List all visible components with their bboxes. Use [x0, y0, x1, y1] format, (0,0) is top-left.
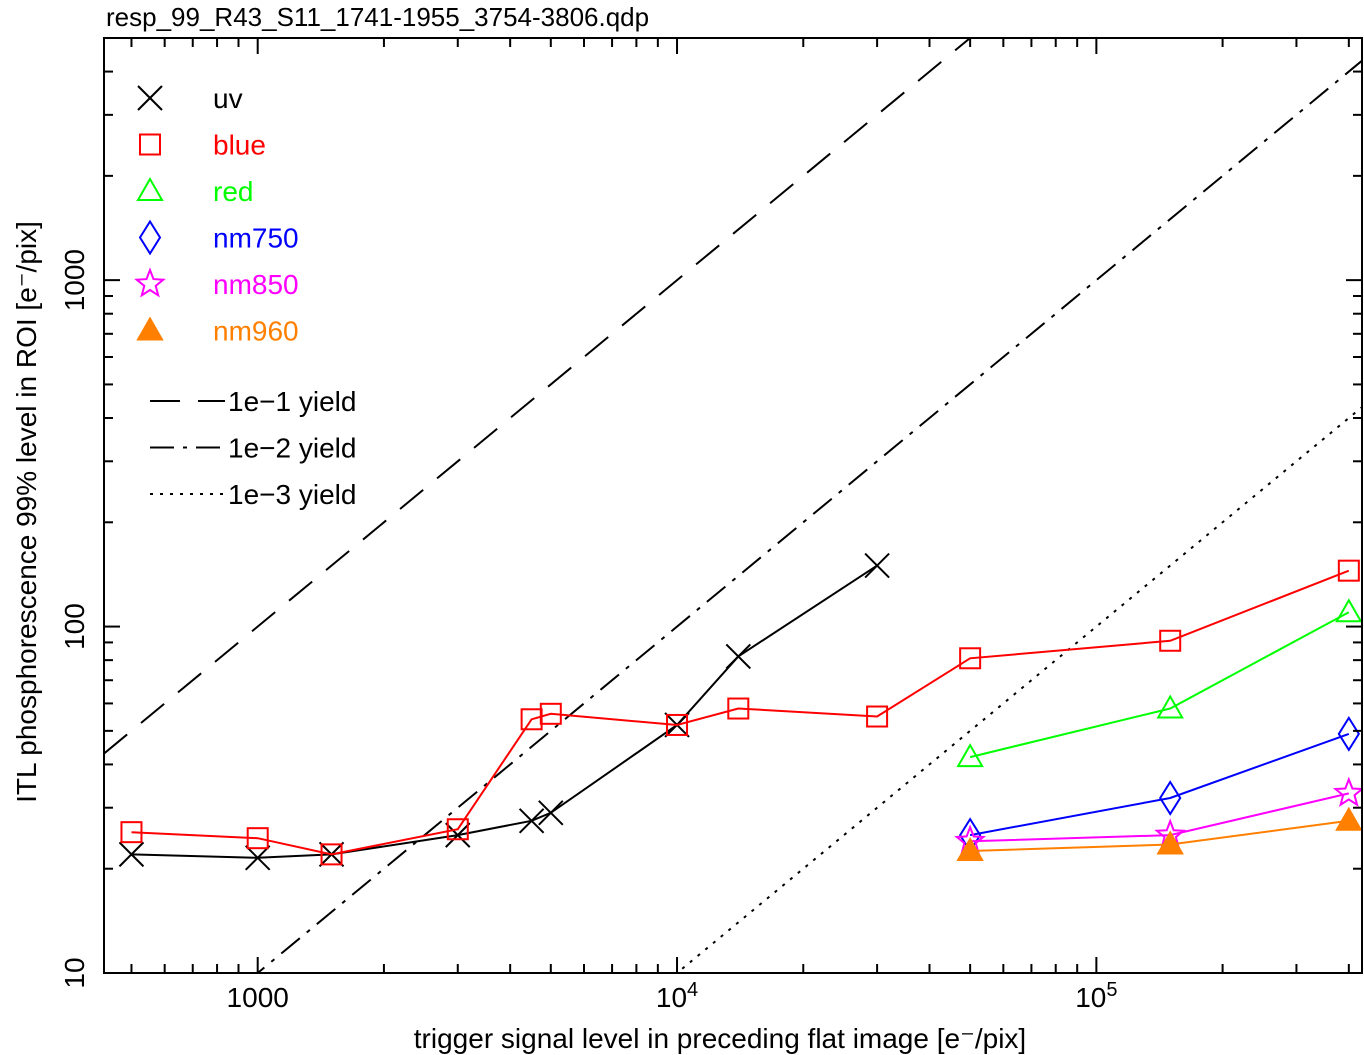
data-point-blue-6 — [539, 702, 562, 725]
plot-frame — [103, 37, 1363, 974]
legend-label-nm750: nm750 — [213, 223, 299, 254]
legend-label-ref-2: 1e−2 yield — [228, 433, 356, 464]
x-tick-label: 104 — [656, 979, 698, 1013]
legend-label-ref-1: 1e−1 yield — [228, 386, 356, 417]
legend-label-nm850: nm850 — [213, 269, 299, 300]
chart-title: resp_99_R43_S11_1741-1955_3754-3806.qdp — [106, 2, 649, 32]
y-axis-label: ITL phosphorescence 99% level in ROI [e⁻… — [11, 221, 42, 803]
series-uv — [118, 552, 890, 871]
data-point-nm750-2 — [1159, 780, 1182, 816]
legend-item-nm960: nm960 — [136, 316, 299, 347]
legend: uv blue red nm750 nm850 nm960 1e−1 yield 1e−2 y… — [134, 83, 356, 510]
series-nm750 — [958, 716, 1361, 854]
data-series — [118, 552, 1362, 871]
series-red — [956, 598, 1362, 768]
data-point-uv-6 — [538, 800, 564, 826]
legend-label-ref-3: 1e−3 yield — [228, 479, 356, 510]
x-tick-label: 1000 — [227, 982, 289, 1013]
series-line-uv — [131, 564, 878, 859]
data-point-blue-8 — [727, 697, 750, 720]
y-tick-label: 100 — [59, 603, 90, 650]
reference-line-2 — [256, 59, 1362, 973]
legend-item-blue: blue — [139, 130, 266, 161]
series-blue — [120, 559, 1360, 866]
data-point-blue-2 — [246, 827, 269, 850]
x-tick-label: 105 — [1075, 979, 1117, 1013]
legend-label-red: red — [213, 176, 253, 207]
y-tick-label: 1000 — [59, 249, 90, 311]
legend-label-nm960: nm960 — [213, 316, 299, 347]
legend-item-red: red — [136, 176, 253, 207]
legend-marker-uv — [137, 85, 163, 111]
data-point-blue-11 — [1159, 629, 1182, 652]
data-point-uv-8 — [725, 643, 752, 670]
data-point-red-2 — [1156, 694, 1184, 719]
data-point-nm850-3 — [1332, 776, 1362, 807]
legend-marker-nm960 — [136, 316, 164, 341]
data-point-blue-1 — [120, 821, 143, 844]
data-point-red-3 — [1335, 598, 1362, 623]
data-point-nm750-3 — [1337, 716, 1361, 752]
legend-item-ref-2: 1e−2 yield — [150, 433, 356, 464]
legend-label-uv: uv — [213, 83, 243, 114]
data-point-blue-12 — [1337, 559, 1360, 582]
legend-item-uv: uv — [137, 83, 243, 114]
data-point-blue-4 — [446, 818, 469, 841]
data-point-uv-2 — [244, 845, 271, 871]
data-point-blue-10 — [959, 647, 982, 670]
data-point-nm960-3 — [1335, 806, 1362, 831]
data-point-nm960-1 — [956, 836, 984, 861]
data-point-blue-9 — [866, 705, 889, 728]
legend-label-blue: blue — [213, 130, 266, 161]
data-point-blue-3 — [320, 843, 343, 866]
data-point-nm960-2 — [1156, 830, 1184, 855]
legend-marker-nm850 — [134, 267, 166, 298]
data-point-red-1 — [956, 743, 984, 768]
y-tick-label: 10 — [59, 957, 90, 988]
series-nm960 — [956, 806, 1362, 861]
axes-frame: 1000 104 105 10 100 1000 — [59, 37, 1363, 1013]
series-line-nm750 — [969, 732, 1350, 837]
legend-marker-nm750 — [138, 219, 162, 256]
data-point-uv-1 — [118, 841, 145, 868]
series-nm850 — [954, 776, 1362, 855]
legend-marker-red — [136, 176, 164, 201]
legend-item-nm850: nm850 — [134, 267, 299, 300]
reference-lines — [104, 38, 1362, 973]
data-point-uv-4 — [445, 822, 471, 848]
data-point-uv-9 — [864, 552, 890, 579]
data-point-blue-7 — [666, 713, 689, 736]
legend-marker-blue — [139, 133, 161, 156]
series-line-blue — [131, 569, 1350, 856]
x-axis-label: trigger signal level in preceding flat i… — [414, 1023, 1026, 1054]
data-point-uv-5 — [518, 808, 545, 834]
legend-item-ref-3: 1e−3 yield — [150, 479, 356, 510]
legend-item-ref-1: 1e−1 yield — [150, 386, 356, 417]
legend-item-nm750: nm750 — [138, 219, 299, 256]
series-line-red — [969, 611, 1350, 759]
